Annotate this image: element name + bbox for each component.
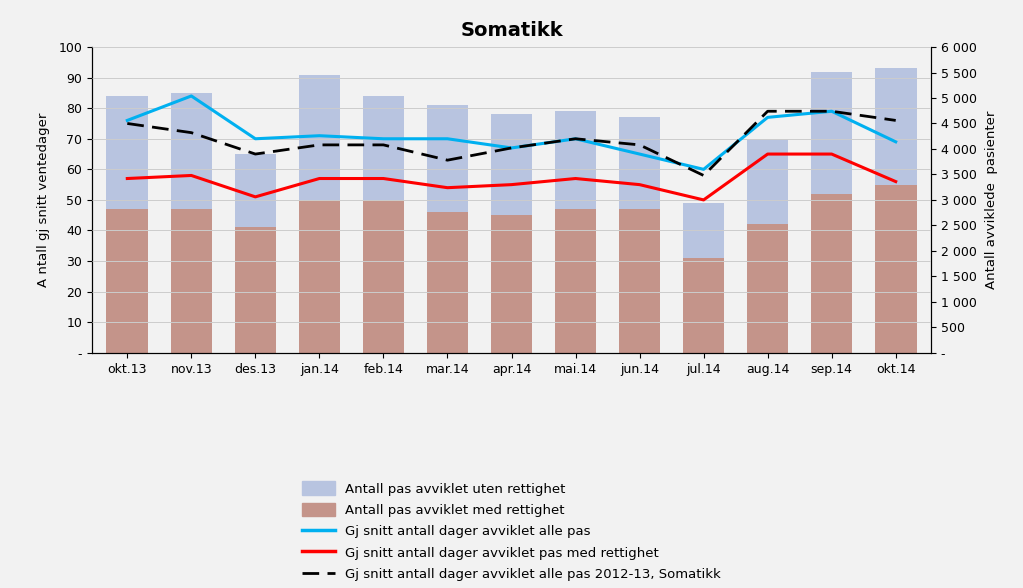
Bar (491, 114, 532, 215)
Bar (875, 68, 917, 185)
Bar (554, 209, 596, 353)
Bar (362, 200, 404, 353)
Title: Somatikk: Somatikk (460, 21, 563, 40)
Legend: Antall pas avviklet uten rettighet, Antall pas avviklet med rettighet, Gj snitt : Antall pas avviklet uten rettighet, Anta… (302, 482, 721, 582)
Bar (682, 203, 724, 258)
Bar (427, 105, 469, 212)
Bar (234, 228, 276, 353)
Bar (234, 154, 276, 228)
Bar (619, 118, 661, 209)
Bar (811, 194, 852, 353)
Bar (811, 72, 852, 194)
Bar (747, 225, 789, 353)
Bar (619, 209, 661, 353)
Bar (171, 209, 212, 353)
Bar (875, 185, 917, 353)
Y-axis label: A ntall gj snitt ventedager: A ntall gj snitt ventedager (37, 113, 50, 287)
Bar (491, 215, 532, 353)
Bar (362, 96, 404, 200)
Bar (427, 212, 469, 353)
Bar (299, 75, 341, 200)
Bar (106, 209, 148, 353)
Bar (106, 96, 148, 209)
Y-axis label: Antall avviklede  pasienter: Antall avviklede pasienter (985, 111, 998, 289)
Bar (171, 93, 212, 209)
Bar (682, 258, 724, 353)
Bar (554, 111, 596, 209)
Bar (747, 139, 789, 225)
Bar (299, 200, 341, 353)
